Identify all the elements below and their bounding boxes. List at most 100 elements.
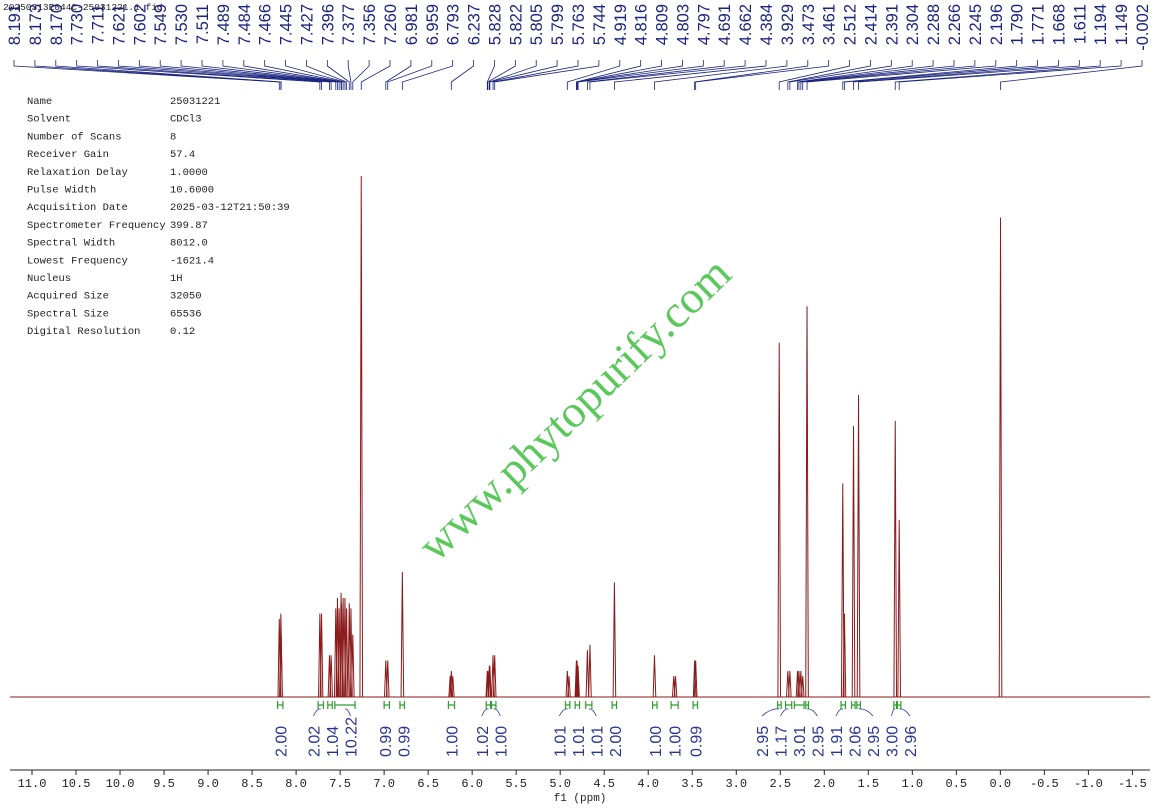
integral-leader (807, 708, 818, 717)
peak-leader (264, 60, 344, 90)
x-tick-label: 9.0 (197, 777, 219, 791)
peak-label: 5.763 (570, 4, 588, 45)
integral-bracket (334, 701, 356, 709)
peak-leader (138, 60, 332, 90)
peak-leader (326, 60, 350, 90)
parameter-value: -1621.4 (170, 255, 214, 267)
peak-label: 1.790 (1009, 4, 1027, 45)
spectrum-peak (385, 660, 390, 698)
peak-label: 5.805 (528, 4, 546, 45)
peak-label: 5.744 (591, 4, 609, 45)
peak-leader (798, 60, 934, 90)
spectrum-peak (487, 665, 492, 698)
peak-leader (352, 60, 370, 90)
integral-label: 1.00 (444, 726, 461, 757)
peak-leader (787, 60, 871, 90)
parameter-value: 1.0000 (170, 167, 208, 179)
integral-label: 0.99 (378, 726, 395, 757)
peak-label: 4.809 (654, 4, 672, 45)
peak-label: 3.461 (821, 4, 839, 45)
peak-leader (486, 60, 495, 90)
x-tick-label: 10.0 (106, 777, 135, 791)
spectrum-peak (788, 670, 792, 698)
x-tick-label: 1.5 (857, 777, 879, 791)
spectrum-peak (692, 660, 697, 698)
parameter-name: Acquired Size (27, 291, 109, 303)
integral-leader (493, 708, 501, 717)
peak-label: 6.793 (445, 4, 463, 45)
peak-label: 1.611 (1071, 4, 1089, 44)
spectrum-peak (450, 676, 455, 698)
peak-leader (385, 60, 412, 90)
spectrum-peak (492, 655, 497, 698)
peak-label: 7.445 (278, 4, 296, 45)
watermark: www.phytopurify.com (408, 247, 741, 571)
integral-bracket (399, 701, 405, 709)
peak-leader (789, 60, 892, 90)
integral-bracket (327, 701, 333, 709)
peak-leader (13, 60, 280, 90)
peak-leader (401, 60, 454, 90)
integral-bracket (856, 701, 861, 709)
peak-leader (1000, 60, 1143, 90)
peak-label: 8.170 (48, 4, 66, 45)
integral-bracket (490, 701, 497, 709)
integral-label: 2.96 (903, 726, 920, 757)
integral-bracket (850, 701, 856, 709)
peak-label: 4.919 (612, 4, 630, 45)
integral-leader (858, 708, 874, 717)
x-tick-label: 5.5 (505, 777, 527, 791)
spectrum-peak (893, 420, 898, 698)
x-axis-label: f1 (ppm) (554, 793, 607, 805)
peak-leader (577, 60, 683, 90)
integral-leader (899, 708, 911, 717)
peak-label: 7.530 (173, 4, 191, 45)
x-tick-label: 3.5 (681, 777, 703, 791)
peak-label: -0.002 (1134, 4, 1152, 51)
spectrum-peak (842, 613, 847, 698)
integral-label: 3.01 (792, 726, 809, 757)
peak-leader (577, 60, 704, 90)
x-tick-label: 8.0 (285, 777, 307, 791)
integral-bracket (840, 701, 847, 709)
peak-label: 2.512 (842, 4, 860, 45)
peak-label: 2.266 (946, 4, 964, 45)
x-tick-label: 11.0 (18, 777, 47, 791)
peak-label: 8.191 (6, 4, 24, 45)
integral-bracket (777, 701, 782, 709)
peak-leader (489, 60, 558, 90)
parameter-name: Number of Scans (27, 131, 122, 143)
peak-label: 7.621 (110, 4, 128, 45)
peak-leader (55, 60, 282, 90)
peak-leader (387, 60, 433, 90)
parameter-name: Digital Resolution (27, 326, 140, 338)
spectrum-peak (805, 306, 809, 698)
peak-leader (222, 60, 342, 90)
x-tick-label: -1.5 (1118, 777, 1147, 791)
peak-leader (488, 60, 537, 90)
spectrum-peak (350, 634, 355, 698)
parameter-name: Spectral Size (27, 308, 109, 320)
integral-leader (780, 708, 789, 717)
peak-label: 7.466 (257, 4, 275, 45)
spectrum-peak (856, 394, 861, 698)
integral-leader (761, 708, 780, 717)
parameter-value: 1H (170, 273, 183, 285)
peak-leader (306, 60, 347, 90)
peak-leader (694, 60, 809, 90)
parameter-name: Spectral Width (27, 238, 115, 250)
spectrum-peak (488, 665, 492, 698)
spectrum-peak (575, 665, 580, 698)
integral-label: 2.02 (306, 726, 323, 757)
peak-leader (844, 60, 1038, 90)
integral-leader (344, 708, 351, 717)
x-tick-label: 6.0 (461, 777, 483, 791)
integral-label: 1.04 (325, 726, 342, 757)
integral-bracket (611, 701, 618, 709)
spectrum-peak (673, 676, 678, 698)
integral-bracket (692, 701, 699, 709)
peak-leader (695, 60, 830, 90)
parameter-value: 2025-03-12T21:50:39 (170, 202, 290, 214)
peak-label: 7.711 (90, 4, 108, 44)
x-tick-label: 9.5 (153, 777, 175, 791)
